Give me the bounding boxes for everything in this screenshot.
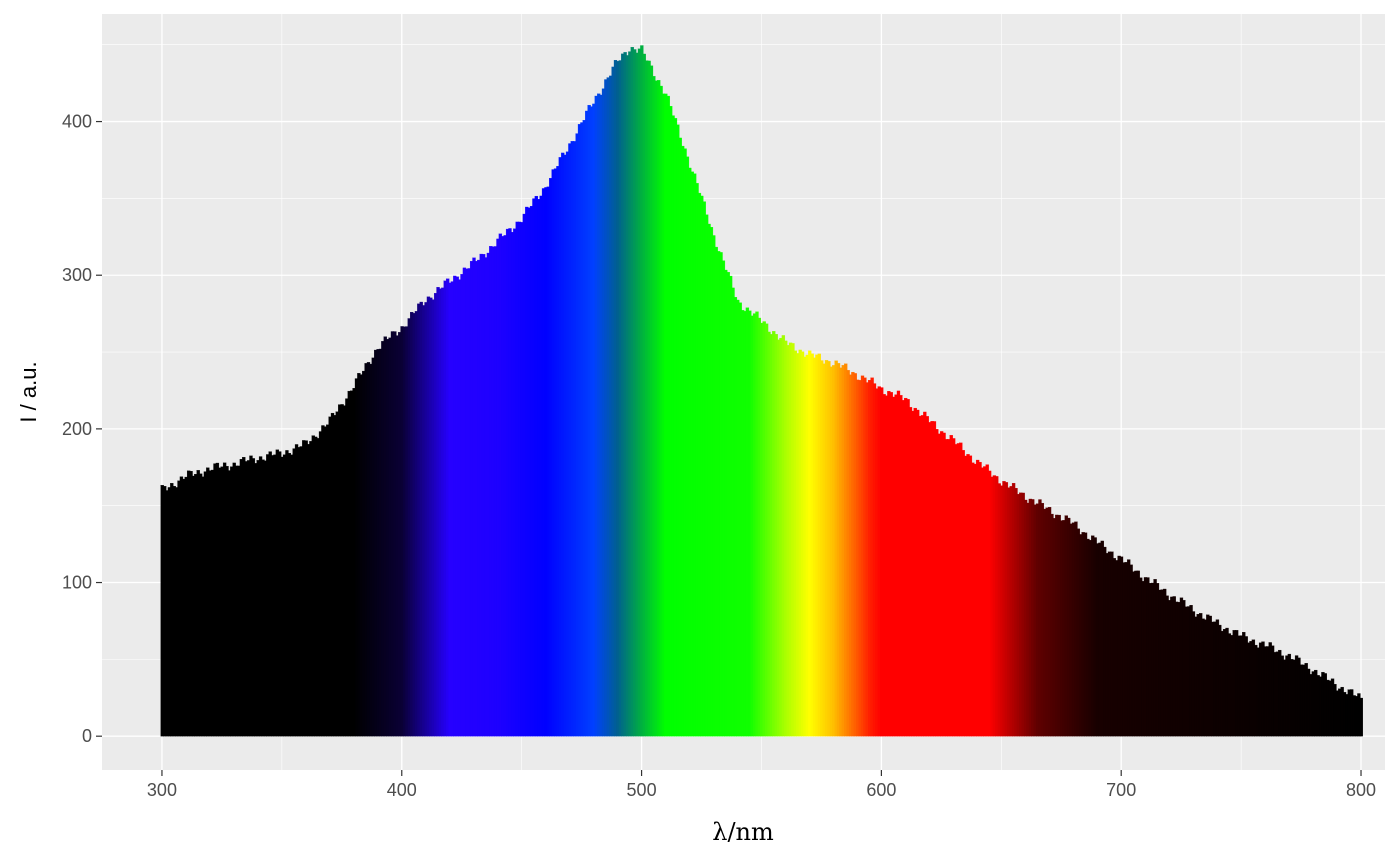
y-tick-label: 400: [62, 112, 92, 132]
y-tick-label: 200: [62, 419, 92, 439]
x-tick-label: 700: [1106, 780, 1136, 800]
spectrum-bar: [1359, 697, 1363, 737]
x-tick-label: 500: [627, 780, 657, 800]
y-axis-title: I / a.u.: [16, 361, 41, 422]
x-tick-label: 800: [1346, 780, 1376, 800]
y-tick-label: 300: [62, 265, 92, 285]
y-tick-label: 0: [82, 726, 92, 746]
x-axis-title: λ/nm: [712, 818, 774, 846]
spectrum-bars: [160, 45, 1363, 737]
y-tick-label: 100: [62, 573, 92, 593]
x-tick-label: 300: [147, 780, 177, 800]
x-axis-ticks: 300 400 500 600 700 800: [147, 770, 1376, 800]
x-tick-label: 400: [387, 780, 417, 800]
x-tick-label: 600: [866, 780, 896, 800]
y-axis-ticks: 0 100 200 300 400: [62, 112, 102, 746]
